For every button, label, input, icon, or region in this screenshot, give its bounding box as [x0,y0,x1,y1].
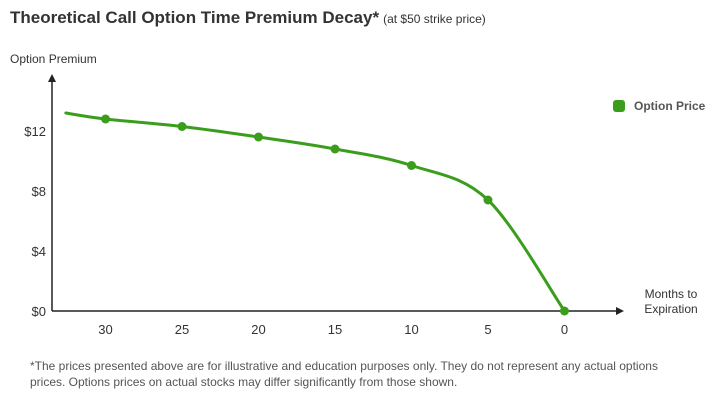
chart-subtitle: (at $50 strike price) [383,12,486,26]
option-price-point [406,161,416,170]
legend-swatch [613,100,625,112]
option-price-point [254,132,264,142]
legend-label: Option Price [634,99,706,113]
option-price-line [64,111,566,313]
x-tick-label: 15 [328,322,342,337]
x-tick-label: 20 [251,322,265,337]
x-tick-label: 10 [404,322,418,337]
option-price-point [483,195,493,205]
x-tick-label: 0 [561,322,568,337]
y-tick-label: $8 [32,184,46,199]
y-tick-label: $4 [32,244,46,259]
y-tick-label: $12 [24,124,46,139]
y-axis-title: Option Premium [10,52,97,66]
option-price-point [101,114,111,124]
option-price-point [177,122,187,131]
x-tick-label: 30 [98,322,112,337]
x-axis-title: Months to [645,287,698,301]
x-tick-label: 25 [175,322,189,337]
chart-title: Theoretical Call Option Time Premium Dec… [10,8,380,27]
chart-area: $0 $4 $8 $12 30 25 20 15 10 5 0 Option Premium Month… [10,52,706,337]
chart-title-row: Theoretical Call Option Time Premium Dec… [10,8,486,28]
x-axis-title: Expiration [644,302,697,316]
y-tick-label: $0 [32,304,46,319]
option-price-point [330,144,340,154]
x-tick-label: 5 [484,322,491,337]
option-price-point [559,306,569,316]
footnote: *The prices presented above are for illu… [30,359,658,389]
